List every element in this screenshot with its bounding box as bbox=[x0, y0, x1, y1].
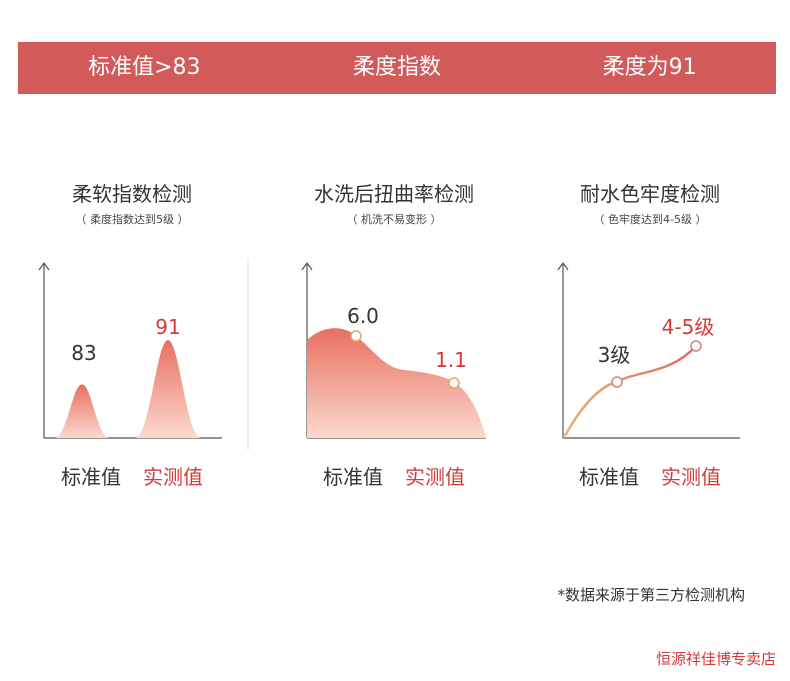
legend-standard: 标准值 bbox=[323, 465, 383, 489]
legend-actual: 实测值 bbox=[143, 465, 203, 489]
distortion-area bbox=[307, 328, 486, 438]
chart-legend: 标准值 实测值 bbox=[530, 461, 770, 490]
legend-actual: 实测值 bbox=[661, 465, 721, 489]
actual-value-label: 91 bbox=[155, 315, 180, 339]
standard-point bbox=[350, 330, 362, 342]
legend-standard: 标准值 bbox=[61, 465, 121, 489]
chart-subtitle: （ 色牢度达到4-5级 ） bbox=[593, 213, 707, 226]
standard-point bbox=[611, 376, 623, 388]
chart-legend: 标准值 实测值 bbox=[274, 461, 514, 490]
legend-actual: 实测值 bbox=[405, 465, 465, 489]
chart-title: 柔软指数检测 bbox=[72, 182, 192, 206]
colorfastness-line bbox=[563, 345, 697, 437]
colorfastness-chart-panel: 耐水色牢度检测 （ 色牢度达到4-5级 ） 3级 4-5级 标准值 实测值 bbox=[530, 0, 770, 520]
distortion-chart-panel: 水洗后扭曲率检测 （ 机洗不易变形 ） 6.0 1.1 标准值 实测值 bbox=[274, 0, 514, 520]
store-name: 恒源祥佳博专卖店 bbox=[655, 650, 776, 668]
actual-point bbox=[448, 377, 460, 389]
chart-subtitle: （ 柔度指数达到5级 ） bbox=[75, 213, 189, 226]
chart-legend: 标准值 实测值 bbox=[12, 461, 252, 490]
y-axis-arrow-icon bbox=[557, 261, 569, 271]
actual-value-label: 1.1 bbox=[435, 348, 467, 372]
softness-chart: 83 91 bbox=[38, 258, 249, 450]
actual-peak bbox=[136, 340, 200, 438]
chart-title: 耐水色牢度检测 bbox=[580, 182, 720, 206]
banner-result-text: 柔度为91 bbox=[602, 55, 697, 80]
actual-value-label: 4-5级 bbox=[662, 315, 715, 339]
colorfastness-chart: 3级 4-5级 bbox=[557, 261, 740, 439]
actual-point bbox=[690, 340, 702, 352]
header-banner: 标准值>83 柔度指数 柔度为91 bbox=[18, 42, 776, 94]
chart-subtitle: （ 机洗不易变形 ） bbox=[346, 213, 442, 226]
standard-value-label: 83 bbox=[71, 341, 96, 365]
standard-value-label: 3级 bbox=[598, 343, 631, 367]
banner-standard-text: 标准值>83 bbox=[88, 55, 201, 80]
softness-chart-panel: 柔软指数检测 （ 柔度指数达到5级 ） 83 91 标准值 实测值 bbox=[12, 0, 252, 520]
chart-title: 水洗后扭曲率检测 bbox=[314, 182, 474, 206]
legend-standard: 标准值 bbox=[579, 465, 639, 489]
distortion-chart: 6.0 1.1 bbox=[301, 261, 486, 439]
standard-value-label: 6.0 bbox=[347, 304, 379, 328]
data-source-footnote: *数据来源于第三方检测机构 bbox=[557, 586, 745, 604]
y-axis-arrow-icon bbox=[301, 261, 313, 271]
standard-peak bbox=[56, 384, 108, 438]
banner-title: 柔度指数 bbox=[353, 55, 442, 80]
y-axis-arrow-icon bbox=[38, 261, 50, 271]
